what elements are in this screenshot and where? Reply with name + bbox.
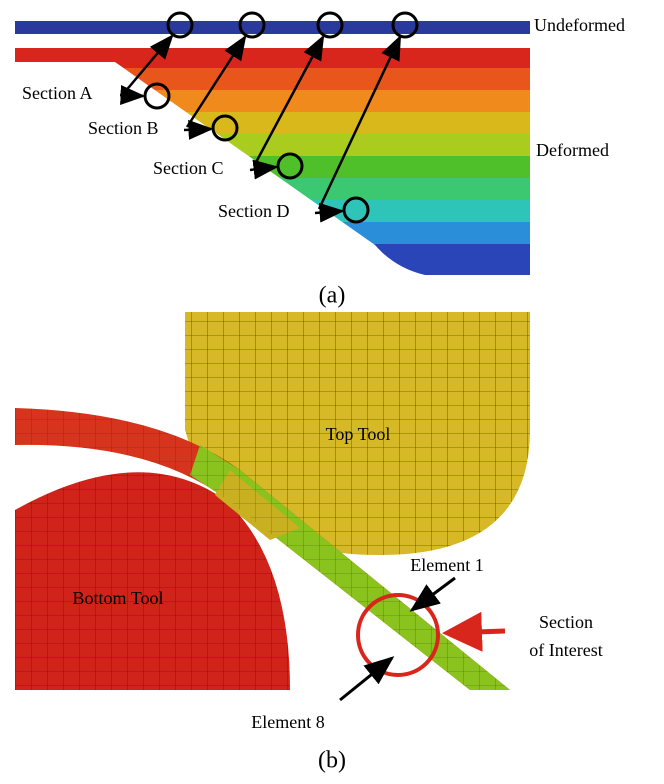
top-tool-label: Top Tool — [326, 424, 391, 444]
undeformed-bar — [15, 21, 530, 34]
undeformed-label: Undeformed — [534, 15, 625, 35]
element-arrow — [412, 578, 455, 610]
bottom-tool-label: Bottom Tool — [73, 588, 164, 608]
section-label: Section A — [22, 83, 93, 103]
red-arrow — [447, 631, 505, 633]
section-label: Section D — [218, 201, 290, 221]
deformed-shape — [15, 48, 530, 275]
section-label: Section C — [153, 158, 224, 178]
section-label: Section — [539, 612, 593, 632]
figure: Undeformed Deformed Section A Section B … — [0, 0, 664, 784]
element-1-label: Element 1 — [410, 555, 483, 575]
element-8-label: Element 8 — [251, 712, 324, 732]
caption: (a) — [319, 283, 346, 309]
section-label: of Interest — [529, 640, 602, 660]
caption: (b) — [318, 748, 346, 774]
section-label: Section B — [88, 118, 159, 138]
element-arrow — [340, 658, 392, 700]
deformed-label: Deformed — [536, 140, 609, 160]
